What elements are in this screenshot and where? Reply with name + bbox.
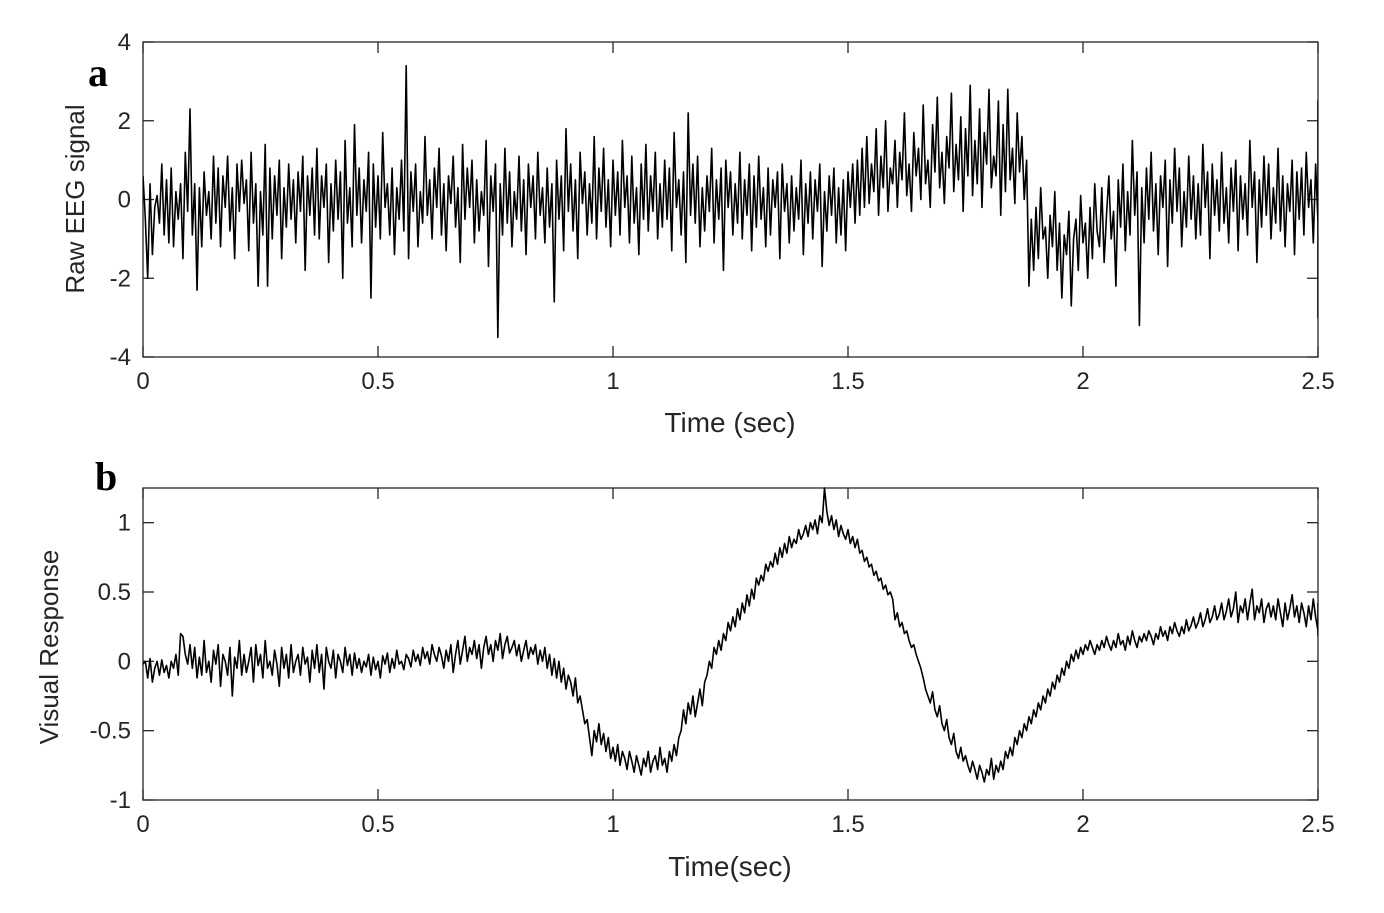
panel-b-y-axis-label: Visual Response (34, 550, 64, 745)
panel-a-x-tick-label: 2.5 (1301, 368, 1334, 395)
panel-b-x-axis-label: Time(sec) (668, 851, 791, 882)
panel-b-x-tick-label: 0 (136, 811, 149, 838)
panel-a-y-tick-label: 2 (118, 108, 131, 135)
panel-a-x-axis-label: Time (sec) (664, 407, 795, 438)
panel-b-x-tick-label: 1 (606, 811, 619, 838)
panel-b-letter: b (95, 454, 117, 499)
panel-b-x-tick-label: 1.5 (831, 811, 864, 838)
panel-b-axes-box (142, 487, 1319, 801)
panel-a-y-axis-label: Raw EEG signal (60, 104, 90, 293)
panel-b-x-tick-label: 0.5 (361, 811, 394, 838)
panel-a-y-tick-label: 0 (118, 187, 131, 214)
panel-b-x-tick-label: 2.5 (1301, 811, 1334, 838)
panel-a-x-tick-label: 0 (136, 368, 149, 395)
panel-a-y-tick-label: -4 (110, 344, 131, 371)
panel-b-y-tick-label: -0.5 (90, 718, 131, 745)
panel-b-visual-response: 0 0.5 1 1.5 2 2.5 -1 -0.5 0 0.5 1 b Visual Respons… (34, 454, 1335, 882)
panel-b-y-tick-label: 1 (118, 510, 131, 537)
panel-a-signal-line (143, 64, 1318, 339)
panel-a-raw-eeg: 0 0.5 1 1.5 2 2.5 -4 -2 0 2 4 a Raw EEG signal Tim… (60, 29, 1335, 438)
panel-a-x-tick-label: 2 (1076, 368, 1089, 395)
panel-b-x-tick-label: 2 (1076, 811, 1089, 838)
panel-a-plot-group: 0 0.5 1 1.5 2 2.5 -4 -2 0 2 4 (110, 29, 1335, 395)
panel-b-y-tick-label: 0.5 (98, 579, 131, 606)
panel-b-y-tick-label: 0 (118, 648, 131, 675)
panel-a-letter: a (88, 50, 108, 95)
panel-b-y-tick-label: -1 (110, 787, 131, 814)
panel-b-signal-line (143, 487, 1318, 783)
panel-a-y-tick-label: -2 (110, 265, 131, 292)
panel-a-y-tick-label: 4 (118, 29, 131, 56)
panel-a-x-tick-label: 1 (606, 368, 619, 395)
panel-a-x-tick-label: 1.5 (831, 368, 864, 395)
panel-a-x-tick-label: 0.5 (361, 368, 394, 395)
panel-b-plot-group: 0 0.5 1 1.5 2 2.5 -1 -0.5 0 0.5 1 (90, 487, 1335, 838)
